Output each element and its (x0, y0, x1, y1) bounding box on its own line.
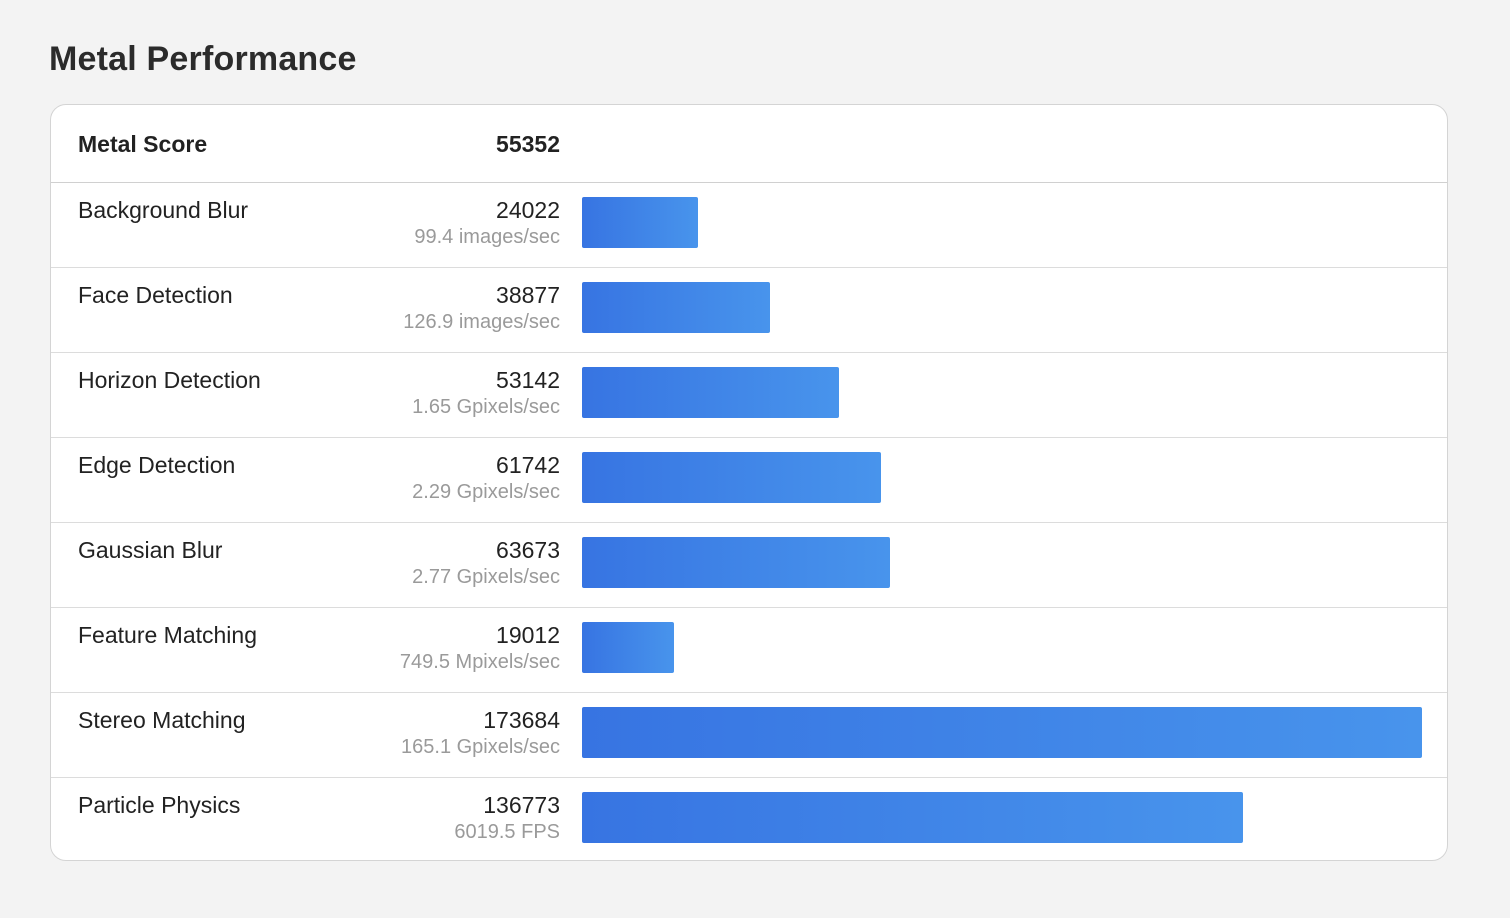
benchmark-rate: 2.77 Gpixels/sec (412, 566, 560, 588)
benchmark-name: Face Detection (78, 282, 233, 308)
benchmark-score: 136773 (483, 792, 560, 818)
benchmark-bar (582, 537, 890, 588)
summary-label: Metal Score (78, 131, 208, 157)
benchmark-rate: 126.9 images/sec (403, 311, 560, 333)
benchmark-bar (582, 367, 839, 418)
benchmark-score: 173684 (483, 707, 560, 733)
benchmark-score: 24022 (496, 197, 560, 223)
benchmark-bar (582, 452, 881, 503)
benchmark-row: Background Blur 24022 99.4 images/sec (51, 183, 1447, 268)
benchmark-rate: 6019.5 FPS (454, 821, 560, 843)
benchmark-bar (582, 792, 1243, 843)
benchmark-row: Horizon Detection 53142 1.65 Gpixels/sec (51, 353, 1447, 438)
benchmark-row: Edge Detection 61742 2.29 Gpixels/sec (51, 438, 1447, 523)
benchmark-score: 53142 (496, 367, 560, 393)
benchmark-rate: 1.65 Gpixels/sec (412, 396, 560, 418)
benchmark-name: Edge Detection (78, 452, 236, 478)
page-title: Metal Performance (49, 40, 357, 78)
benchmark-score: 19012 (496, 622, 560, 648)
benchmark-name: Horizon Detection (78, 367, 261, 393)
benchmark-rate: 749.5 Mpixels/sec (399, 651, 560, 673)
benchmark-score: 63673 (496, 537, 560, 563)
benchmark-row: Gaussian Blur 63673 2.77 Gpixels/sec (51, 523, 1447, 608)
benchmark-bar (582, 282, 770, 333)
benchmark-rate: 2.29 Gpixels/sec (412, 481, 560, 503)
benchmark-row: Feature Matching 19012 749.5 Mpixels/sec (51, 608, 1447, 693)
benchmark-bar (582, 622, 674, 673)
benchmark-row: Face Detection 38877 126.9 images/sec (51, 268, 1447, 353)
summary-value: 55352 (496, 131, 560, 157)
benchmark-row: Stereo Matching 173684 165.1 Gpixels/sec (51, 693, 1447, 778)
benchmark-score: 38877 (496, 282, 560, 308)
benchmark-name: Feature Matching (78, 622, 257, 648)
benchmark-row: Particle Physics 136773 6019.5 FPS (51, 778, 1447, 860)
benchmark-name: Stereo Matching (78, 707, 246, 733)
results-table: Metal Score 55352 Background Blur 24022 99… (50, 104, 1448, 861)
benchmark-name: Gaussian Blur (78, 537, 223, 563)
benchmark-name: Particle Physics (78, 792, 241, 818)
benchmark-name: Background Blur (78, 197, 249, 223)
benchmark-bar (582, 707, 1422, 758)
benchmark-rows: Background Blur 24022 99.4 images/sec Face … (51, 183, 1447, 860)
benchmark-rate: 99.4 images/sec (414, 226, 560, 248)
benchmark-bar (582, 197, 698, 248)
benchmark-score: 61742 (496, 452, 560, 478)
summary-row: Metal Score 55352 (51, 105, 1447, 183)
benchmark-rate: 165.1 Gpixels/sec (401, 736, 560, 758)
